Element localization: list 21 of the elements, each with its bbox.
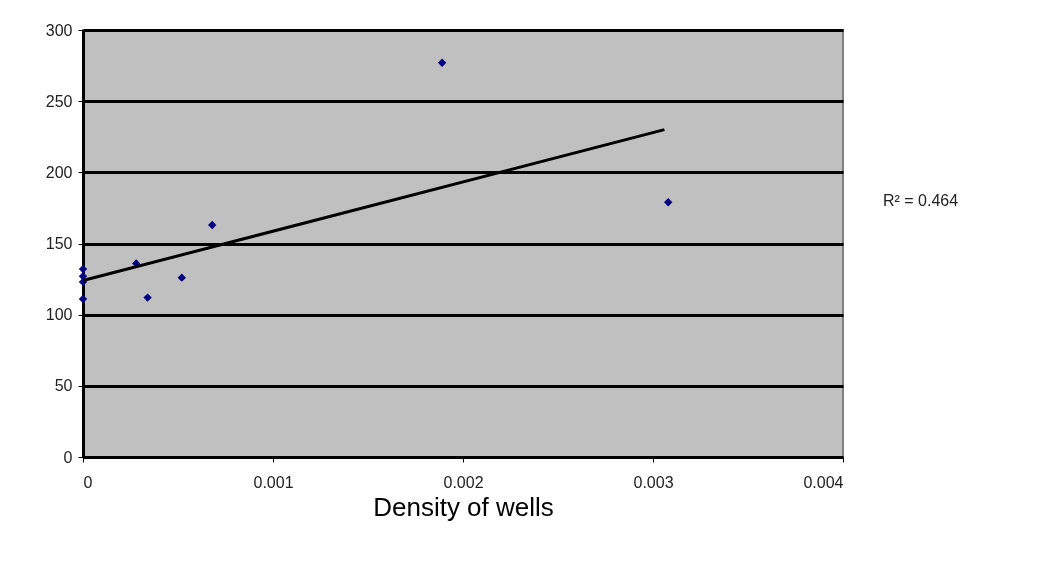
y-tick-label: 0 <box>63 448 73 466</box>
y-tick-label: 150 <box>45 235 73 252</box>
x-tick-label: 0.001 <box>253 473 294 491</box>
x-axis-title: Density of wells <box>373 491 554 522</box>
x-tick-label: 0.004 <box>803 473 844 491</box>
point <box>143 293 152 302</box>
point <box>437 58 447 67</box>
point <box>208 220 217 230</box>
y-tick-label: 100 <box>45 306 73 324</box>
point <box>78 264 88 274</box>
y-tick-label: 300 <box>45 21 73 39</box>
x-tick-label: 0.002 <box>443 473 484 491</box>
point <box>664 198 673 207</box>
point <box>177 273 186 282</box>
y-tick-label: 50 <box>54 377 73 395</box>
x-tick-label: 0.003 <box>633 473 674 491</box>
text: R² = 0.464 <box>883 191 959 209</box>
x-tick-label: 0 <box>83 473 93 491</box>
point <box>78 294 88 304</box>
y-tick-label: 200 <box>45 163 73 181</box>
y-tick-label: 250 <box>45 92 73 110</box>
